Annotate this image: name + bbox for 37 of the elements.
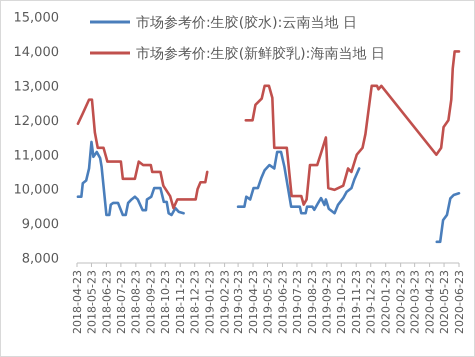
y-tick-label: 10,000 xyxy=(14,182,59,198)
x-tick-label: 2020-03-23 xyxy=(408,270,422,334)
x-tick-label: 2018-11-23 xyxy=(174,270,188,334)
y-tick-label: 8,000 xyxy=(22,252,59,267)
x-tick-label: 2019-08-23 xyxy=(306,270,319,334)
x-tick-label: 2018-12-23 xyxy=(188,270,202,334)
x-tick-label: 2019-01-23 xyxy=(203,270,216,334)
y-tick-label: 14,000 xyxy=(14,44,59,60)
x-tick-label: 2020-04-23 xyxy=(423,270,436,334)
y-tick-label: 9,000 xyxy=(22,217,59,232)
x-tick-label: 2019-05-23 xyxy=(261,270,274,334)
x-tick-label: 2018-09-23 xyxy=(144,270,158,334)
x-tick-label: 2018-07-23 xyxy=(114,270,128,334)
x-tick-label: 2019-02-23 xyxy=(218,270,232,334)
x-tick-label: 2020-01-23 xyxy=(380,270,393,334)
x-tick-label: 2020-06-23 xyxy=(452,270,466,334)
x-tick-label: 2018-06-23 xyxy=(100,270,114,334)
y-tick-label: 13,000 xyxy=(14,79,59,94)
legend-label: 市场参考价:生胶(新鲜胶乳):海南当地 日 xyxy=(136,46,385,62)
x-tick-label: 2018-10-23 xyxy=(159,270,172,334)
x-tick-label: 2019-06-23 xyxy=(276,270,290,334)
legend-label: 市场参考价:生胶(胶水):云南当地 日 xyxy=(136,14,357,31)
y-tick-label: 11,000 xyxy=(14,148,59,164)
x-tick-label: 2019-12-23 xyxy=(364,270,378,334)
y-tick-label: 15,000 xyxy=(14,10,59,26)
x-tick-label: 2019-07-23 xyxy=(290,270,304,334)
x-tick-label: 2019-09-23 xyxy=(320,270,334,334)
x-tick-label: 2020-02-23 xyxy=(394,270,408,334)
x-tick-label: 2018-08-23 xyxy=(130,270,143,334)
x-tick-label: 2019-11-23 xyxy=(350,270,364,334)
x-tick-label: 2020-05-23 xyxy=(438,270,451,334)
x-tick-label: 2018-04-23 xyxy=(70,270,84,334)
x-tick-label: 2019-03-23 xyxy=(232,270,245,334)
x-tick-label: 2019-04-23 xyxy=(246,270,260,334)
y-tick-label: 12,000 xyxy=(14,114,59,129)
x-tick-label: 2018-05-23 xyxy=(85,270,98,334)
x-tick-label: 2019-10-23 xyxy=(335,270,348,334)
